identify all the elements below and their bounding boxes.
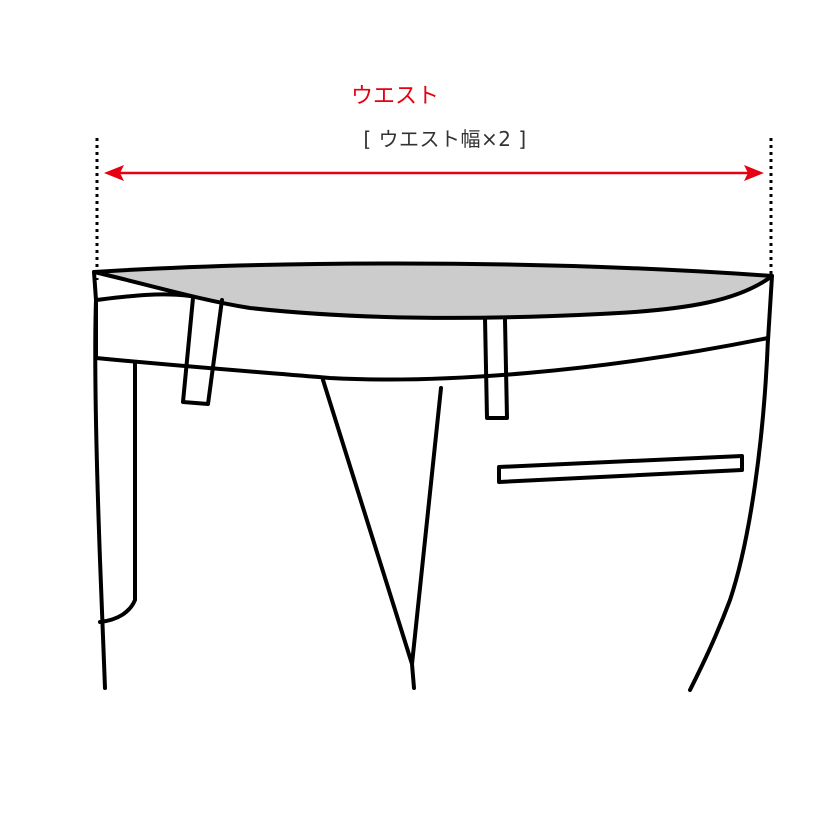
left-leg-outer [93,298,107,690]
pocket-welt [497,454,744,484]
right-leg-outer [688,336,770,692]
belt-loop-left [181,296,224,406]
belt-loop-right [483,316,509,420]
waist-opening [92,261,774,320]
measurement-arrow [104,165,764,181]
measurement-note: [ ウエスト幅×2 ] [363,127,527,151]
waistband-bottom [94,336,770,382]
left-side-pocket [98,360,137,624]
fly-placket [321,378,443,666]
pants-outline [92,261,774,692]
measurement-label: ウエスト [350,84,439,109]
